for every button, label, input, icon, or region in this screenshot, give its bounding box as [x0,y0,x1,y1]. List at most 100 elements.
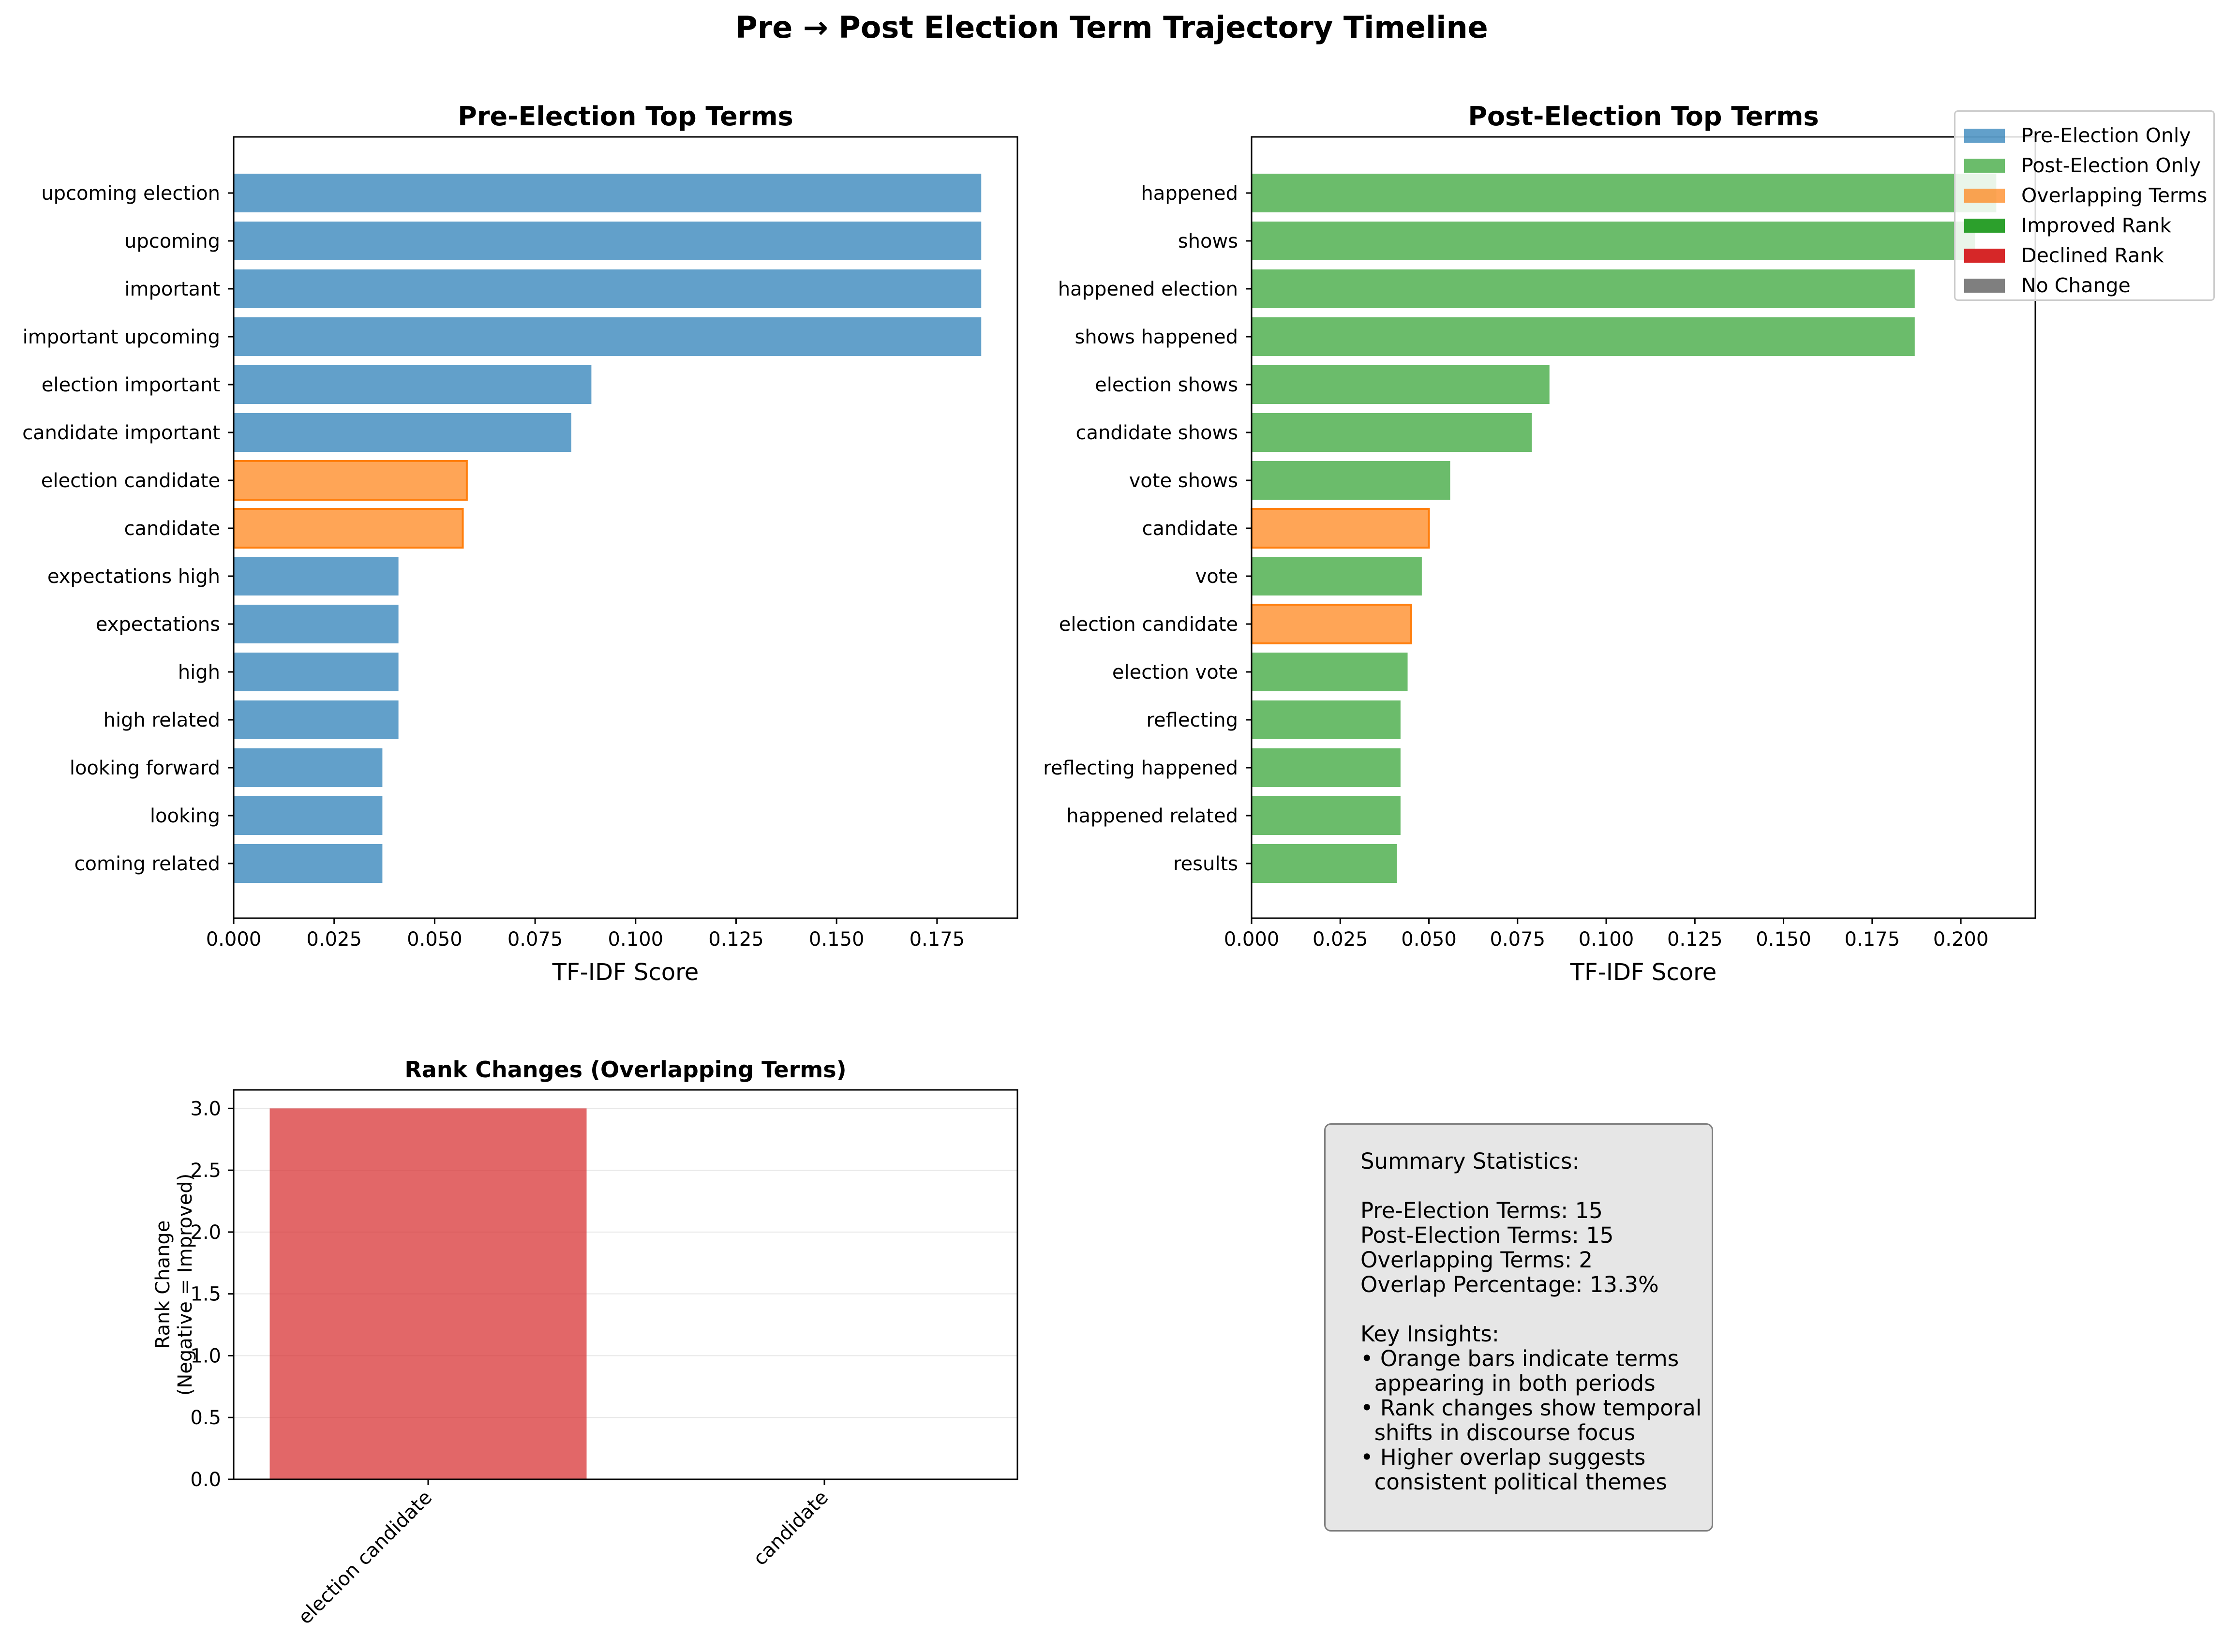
x-tick-label: 0.125 [1667,928,1723,951]
y-tick-label: election candidate [41,470,220,492]
bar-election-candidate [233,460,468,501]
y-tick-label: 0.5 [190,1407,221,1429]
legend-item: Declined Rank [1964,240,2213,270]
summary-line: • Higher overlap suggests [1360,1444,1646,1470]
y-tick-label: high related [104,709,220,731]
axes-frame [1251,136,2036,919]
y-tick-label: candidate important [22,422,220,444]
summary-line: shifts in discourse focus [1360,1420,1636,1445]
y-tick-label: expectations high [47,566,220,588]
chart-title: Pre-Election Top Terms [458,101,793,132]
chart-title: Post-Election Top Terms [1468,101,1819,132]
x-tick-label: 0.000 [206,928,262,951]
bar-candidate-important [234,413,571,452]
legend-item: Improved Rank [1964,210,2213,240]
x-tick-label: 0.200 [1933,928,1989,951]
rank-change-chart: 0.0 0.5 1.0 1.5 2.0 2.5 3.0 election candidate c… [152,1057,1018,1629]
legend-item: Overlapping Terms [1964,180,2213,210]
bar-important-upcoming [234,317,982,356]
y-axis-label: Rank Change(Negative = Improved) [152,1174,196,1396]
chart-title: Rank Changes (Overlapping Terms) [404,1057,846,1083]
x-tick-label: election candidate [294,1487,436,1629]
summary-line: Overlapping Terms: 2 [1360,1247,1593,1273]
y-tick-label: reflecting [1146,709,1238,731]
summary-line: Post-Election Terms: 15 [1360,1222,1614,1248]
x-tick-label: 0.175 [1845,928,1900,951]
bar-vote [1252,557,1422,595]
y-tick-label: happened [1141,182,1238,205]
bar-election-shows [1252,365,1550,404]
axes-frame [233,136,1018,919]
y-tick-label: expectations [96,613,220,636]
bar-happened-related [1252,796,1401,835]
x-tick-label: 0.150 [809,928,865,951]
x-tick-label: 0.025 [1313,928,1368,951]
y-tick-label: shows happened [1075,326,1238,348]
x-axis-label: TF-IDF Score [552,959,699,986]
y-tick-label: candidate shows [1076,422,1239,444]
bar-shows [1252,222,1975,260]
figure-title: Pre → Post Election Term Trajectory Time… [735,10,1488,45]
legend-label: No Change [2021,274,2131,297]
y-tick-label: 1.0 [190,1345,221,1367]
legend-label: Improved Rank [2021,214,2172,237]
bar-reflecting [1252,700,1401,739]
y-tick-label: important upcoming [23,326,220,348]
bar-happened [1252,174,1997,212]
y-tick-label: 2.0 [190,1221,221,1244]
bar-coming-related [234,844,383,883]
y-tick-label: candidate [1142,518,1238,540]
summary-line: Key Insights: [1360,1321,1499,1347]
y-tick-label: high [178,661,220,684]
y-tick-label: shows [1178,230,1238,253]
bar-vote-shows [1252,461,1450,500]
x-tick-label: 0.100 [608,928,664,951]
legend-item: Pre-Election Only [1964,120,2213,150]
x-tick-label: 0.050 [1401,928,1457,951]
y-tick-label: election shows [1095,374,1238,396]
summary-line: Pre-Election Terms: 15 [1360,1198,1603,1223]
bar-election-candidate [1251,604,1412,644]
legend-item: No Change [1964,270,2213,300]
x-tick-label: 0.150 [1756,928,1811,951]
legend-swatch [1964,278,2005,293]
bar-upcoming-election [234,174,982,212]
bar-important [234,269,982,308]
legend-swatch [1964,218,2005,233]
y-tick-label: candidate [124,518,220,540]
legend-label: Overlapping Terms [2021,184,2208,207]
bar-results [1252,844,1397,883]
summary-spacer [1360,1174,1712,1198]
bar-reflecting-happened [1252,748,1401,787]
legend-label: Declined Rank [2021,244,2164,267]
bar-election-candidate [269,1108,587,1479]
bar-high-related [234,700,399,739]
legend-item: Post-Election Only [1964,150,2213,180]
y-tick-label: results [1173,853,1238,875]
x-tick-label: 0.125 [708,928,764,951]
y-tick-label: election vote [1112,661,1238,684]
post-election-chart: happened shows happened election shows happ… [1043,101,2036,986]
y-tick-label: vote [1195,566,1238,588]
legend-swatch [1964,158,2005,173]
legend-swatch [1964,128,2005,143]
summary-line: appearing in both periods [1360,1370,1656,1396]
y-tick-label: looking [150,805,220,827]
bar-shows-happened [1252,317,1915,356]
y-tick-label: 0.0 [190,1469,221,1491]
y-tick-label: 1.5 [190,1283,221,1306]
bar-election-important [234,365,592,404]
summary-line: consistent political themes [1360,1469,1667,1495]
legend: Pre-Election Only Post-Election Only Overl… [1954,110,2215,301]
bar-upcoming [234,222,982,260]
summary-line: Overlap Percentage: 13.3% [1360,1272,1659,1297]
y-tick-label: looking forward [70,757,220,779]
x-tick-label: 0.050 [407,928,463,951]
bar-looking [234,796,383,835]
y-axis-label-line: Rank Change [152,1220,174,1349]
y-tick-label: 2.5 [190,1160,221,1182]
y-tick-label: upcoming [124,230,220,253]
x-tick-label: 0.175 [910,928,965,951]
y-tick-label: reflecting happened [1043,757,1238,779]
